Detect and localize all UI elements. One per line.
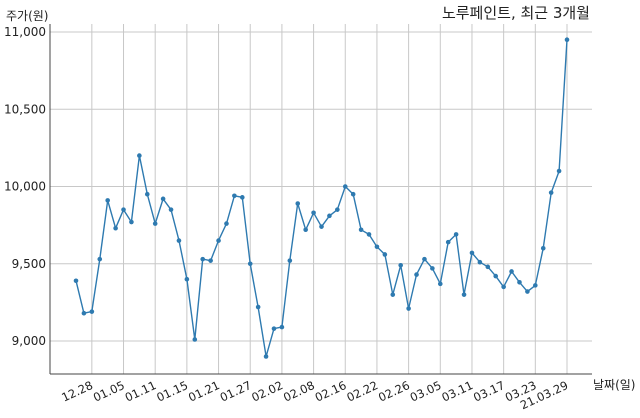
data-point: [216, 238, 221, 243]
data-point: [382, 252, 388, 257]
data-point: [533, 283, 538, 288]
axes: [49, 24, 592, 375]
x-tick-label: 03.11: [439, 378, 475, 405]
data-point: [311, 210, 316, 216]
data-point: [493, 273, 499, 279]
data-point: [398, 262, 403, 268]
x-tick-label: 01.21: [186, 378, 222, 405]
x-tick-label: 01.11: [123, 378, 159, 405]
data-point: [224, 221, 229, 226]
data-point: [319, 224, 324, 229]
x-axis-label: 날짜(일): [593, 378, 635, 392]
data-point: [121, 207, 126, 212]
data-point: [105, 198, 110, 203]
x-tick-label: 01.05: [91, 378, 127, 405]
y-axis-label: 주가(원): [6, 9, 48, 23]
data-point: [192, 337, 198, 342]
data-point: [168, 207, 174, 212]
data-point: [548, 190, 554, 195]
data-point: [540, 246, 546, 251]
data-point: [477, 259, 483, 265]
data-point: [422, 256, 427, 262]
data-point: [129, 219, 134, 225]
data-point: [255, 304, 261, 310]
data-point: [160, 196, 166, 202]
y-tick-label: 9,000: [12, 334, 46, 348]
data-point: [358, 227, 364, 233]
data-point: [113, 225, 118, 231]
y-tick-label: 9,500: [12, 257, 46, 271]
data-point: [184, 276, 190, 282]
data-point: [73, 278, 79, 284]
data-point: [437, 281, 443, 287]
data-point: [374, 244, 380, 250]
x-tick-label: 12.28: [59, 378, 95, 405]
tick-labels: 9,0009,50010,00010,50011,00012.2801.0501…: [4, 25, 570, 412]
x-tick-label: 02.26: [376, 378, 412, 405]
data-point: [152, 221, 158, 226]
data-point: [445, 239, 451, 245]
data-point: [390, 292, 396, 297]
x-tick-label: 03.17: [471, 378, 507, 405]
data-point: [208, 258, 213, 263]
data-point: [430, 266, 435, 271]
data-point: [350, 191, 356, 197]
data-point: [303, 227, 308, 233]
x-tick-label: 01.15: [154, 378, 190, 405]
data-point: [295, 201, 301, 206]
data-point: [469, 250, 475, 256]
series-line: [75, 39, 568, 358]
y-tick-label: 11,000: [4, 25, 46, 39]
data-point: [279, 324, 285, 330]
data-point: [453, 232, 459, 237]
data-point: [414, 272, 419, 277]
x-tick-label: 02.08: [281, 378, 317, 405]
x-tick-label: 03.05: [408, 378, 444, 405]
data-point: [485, 264, 491, 270]
x-tick-label: 01.27: [218, 378, 254, 405]
data-point: [247, 261, 253, 267]
data-point: [556, 168, 562, 174]
data-point: [461, 292, 467, 297]
grid-lines: [50, 24, 592, 374]
data-point: [81, 310, 87, 316]
data-point: [232, 193, 237, 199]
data-point: [335, 207, 340, 212]
x-tick-label: 02.02: [249, 378, 285, 405]
data-point: [517, 279, 522, 285]
data-point: [144, 191, 150, 197]
data-point: [240, 195, 245, 200]
data-point: [342, 184, 348, 189]
data-point: [287, 258, 293, 263]
data-point: [200, 256, 206, 262]
data-point: [327, 213, 332, 219]
data-point: [406, 306, 411, 311]
y-tick-label: 10,500: [4, 102, 46, 116]
data-point: [271, 326, 277, 331]
data-point: [509, 269, 514, 274]
data-point: [176, 238, 182, 243]
y-tick-label: 10,000: [4, 180, 46, 194]
data-point: [564, 37, 570, 43]
chart-title: 노루페인트, 최근 3개월: [442, 4, 590, 22]
data-point: [501, 284, 506, 290]
data-point: [263, 354, 269, 359]
data-point: [366, 232, 372, 237]
data-point: [137, 153, 142, 158]
data-point: [97, 256, 103, 262]
data-point: [89, 309, 95, 314]
x-tick-label: 02.22: [344, 378, 380, 405]
x-tick-label: 02.16: [313, 378, 349, 405]
series-group: [73, 37, 570, 359]
data-point: [525, 289, 530, 294]
